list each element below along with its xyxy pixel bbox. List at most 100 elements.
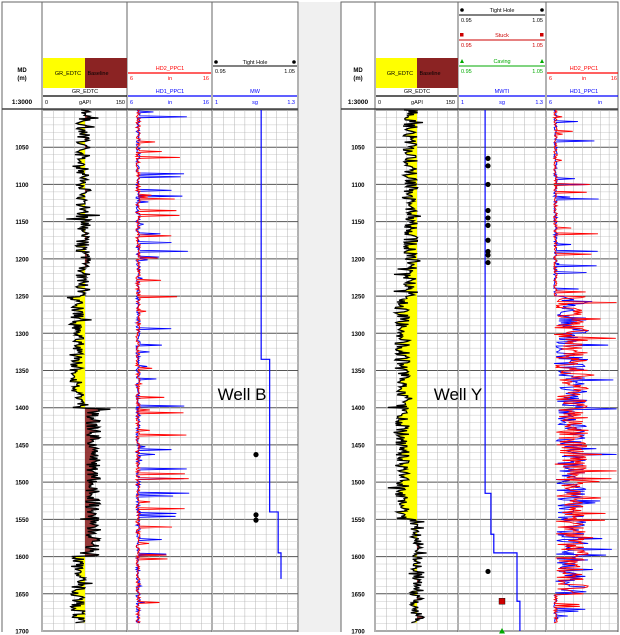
- well-y-gr-legend-label: GR_EDTC: [387, 71, 413, 77]
- well-y-gr-fill-swatch: [376, 58, 417, 88]
- well-y-tight-hole-legend-marker-left: [460, 8, 464, 12]
- tight-hole-marker: [485, 222, 491, 228]
- well-b-gr-log: [66, 109, 111, 624]
- gr-curve: [66, 109, 111, 624]
- well-y-tight-hole-legend-marker-right: [540, 8, 544, 12]
- well-y-tight-hole-max: 1.05: [532, 18, 543, 24]
- well-y-hd1-curve-name: HD1_PPC1: [570, 89, 598, 95]
- well-b-mw-log: [253, 110, 282, 579]
- tight-hole-marker: [485, 252, 491, 258]
- depth-label: 1050: [351, 146, 365, 152]
- well-b-hd1-curve-name: HD1_PPC1: [156, 89, 184, 95]
- stuck-marker: [498, 598, 506, 605]
- depth-label: 1250: [351, 295, 365, 301]
- depth-label: 1650: [15, 592, 29, 598]
- tight-hole-marker: [485, 163, 491, 169]
- well-y-panel: MD (m) 1:3000 GR_EDTC Baseline GR_EDTC 0…: [340, 1, 619, 635]
- well-y-hd2-min: 6: [549, 76, 552, 82]
- hd2-caliper-curve: [134, 109, 189, 624]
- well-b-scale-label: 1:3000: [12, 99, 33, 106]
- well-y-md-unit: (m): [353, 76, 362, 82]
- well-b-hd1-unit: in: [168, 100, 172, 106]
- well-y-mwti-unit: sg: [499, 100, 505, 106]
- depth-label: 1500: [351, 481, 365, 487]
- well-b-gr-fill-swatch: [43, 58, 85, 88]
- hd1-caliper-curve: [552, 109, 617, 624]
- tight-hole-marker: [485, 207, 491, 214]
- well-b-gr-legend-label: GR_EDTC: [55, 71, 81, 77]
- depth-label: 1450: [351, 443, 365, 449]
- well-y-depth-labels: 1050 1100 1150 1200 1250 1300 1350 1400 1450 1500…: [351, 146, 365, 635]
- well-b-resistivity-log: [134, 109, 190, 624]
- depth-label: 1600: [15, 555, 29, 561]
- depth-label: 1700: [15, 630, 29, 635]
- well-b-mw-unit: sg: [252, 100, 258, 106]
- tight-hole-marker: [485, 155, 491, 161]
- well-y-md-label: MD: [353, 68, 363, 74]
- well-b-mw-curve-name: MW: [250, 89, 261, 95]
- well-b-hd2-unit: in: [168, 76, 172, 82]
- well-y-caving-min: 0.95: [461, 69, 472, 75]
- well-b-hd2-max: 16: [203, 76, 209, 82]
- well-b-tight-hole-label: Tight Hole: [243, 60, 268, 66]
- hd2-caliper-curve: [552, 109, 617, 624]
- well-b-header-frame: [1, 1, 299, 110]
- well-b-hd2-curve-name: HD2_PPC1: [156, 66, 184, 72]
- well-y-mwti-max: 1.3: [535, 100, 543, 106]
- depth-label: 1350: [15, 369, 29, 375]
- depth-label: 1350: [351, 369, 365, 375]
- well-y-stuck-min: 0.95: [461, 43, 472, 49]
- tight-hole-marker: [485, 237, 491, 243]
- well-b-tight-hole-max: 1.05: [284, 69, 295, 75]
- well-y-hd2-max: 16: [611, 76, 617, 82]
- well-b-baseline-swatch: [85, 58, 127, 88]
- well-y-header-frame: [340, 1, 619, 110]
- tight-hole-marker: [485, 248, 491, 255]
- well-y-mwti-min: 1: [461, 100, 464, 106]
- depth-label: 1550: [15, 518, 29, 524]
- mud-weight-curve: [484, 110, 521, 631]
- tight-hole-marker: [485, 215, 491, 221]
- well-separator: [299, 2, 341, 632]
- well-y-caving-legend-marker-left: [460, 59, 464, 63]
- depth-label: 1100: [15, 183, 29, 189]
- depth-label: 1500: [15, 481, 29, 487]
- well-y-baseline-swatch: [417, 58, 458, 88]
- depth-label: 1100: [351, 183, 365, 189]
- depth-label: 1650: [351, 592, 365, 598]
- well-b-panel: MD (m) 1:3000 GR_EDTC Baseline GR_EDTC 0…: [1, 1, 299, 635]
- depth-label: 1050: [15, 146, 29, 152]
- well-b-hd1-min: 6: [130, 100, 133, 106]
- well-b-tight-hole-legend-marker-right: [292, 60, 296, 64]
- depth-label: 1600: [351, 555, 365, 561]
- caving-marker: [499, 628, 505, 634]
- depth-label: 1450: [15, 443, 29, 449]
- well-b-baseline-legend-label: Baseline: [87, 71, 108, 77]
- well-y-scale-label: 1:3000: [348, 99, 369, 106]
- well-b-depth-labels: 1050 1100 1150 1200 1250 1300 1350 1400 1450 1500…: [15, 146, 29, 635]
- depth-label: 1200: [15, 257, 29, 263]
- tight-hole-marker: [485, 568, 491, 575]
- well-y-stuck-max: 1.05: [532, 43, 543, 49]
- depth-label: 1250: [15, 295, 29, 301]
- well-y-stuck-legend-marker-left: [460, 33, 464, 37]
- depth-label: 1200: [351, 257, 365, 263]
- depth-label: 1150: [15, 220, 29, 226]
- depth-label: 1300: [15, 332, 29, 338]
- mud-weight-curve: [260, 110, 282, 579]
- well-y-caving-max: 1.05: [532, 69, 543, 75]
- well-y-mw-log: [484, 110, 521, 634]
- well-y-grid: [376, 109, 618, 632]
- well-y-name-label: Well Y: [434, 385, 483, 404]
- well-b-tight-hole-legend-marker-left: [214, 60, 218, 64]
- tight-hole-marker: [253, 517, 259, 523]
- well-y-mwti-curve-name: MWTI: [495, 89, 510, 95]
- well-b-md-label: MD: [17, 68, 27, 74]
- gr-curve: [387, 109, 427, 624]
- depth-label: 1400: [15, 406, 29, 412]
- well-b-gr-min: 0: [45, 100, 48, 106]
- well-y-hd2-curve-name: HD2_PPC1: [570, 66, 598, 72]
- well-b-gr-max: 150: [116, 100, 125, 106]
- well-y-resistivity-log: [552, 109, 617, 624]
- well-y-stuck-legend-marker-right: [540, 33, 544, 37]
